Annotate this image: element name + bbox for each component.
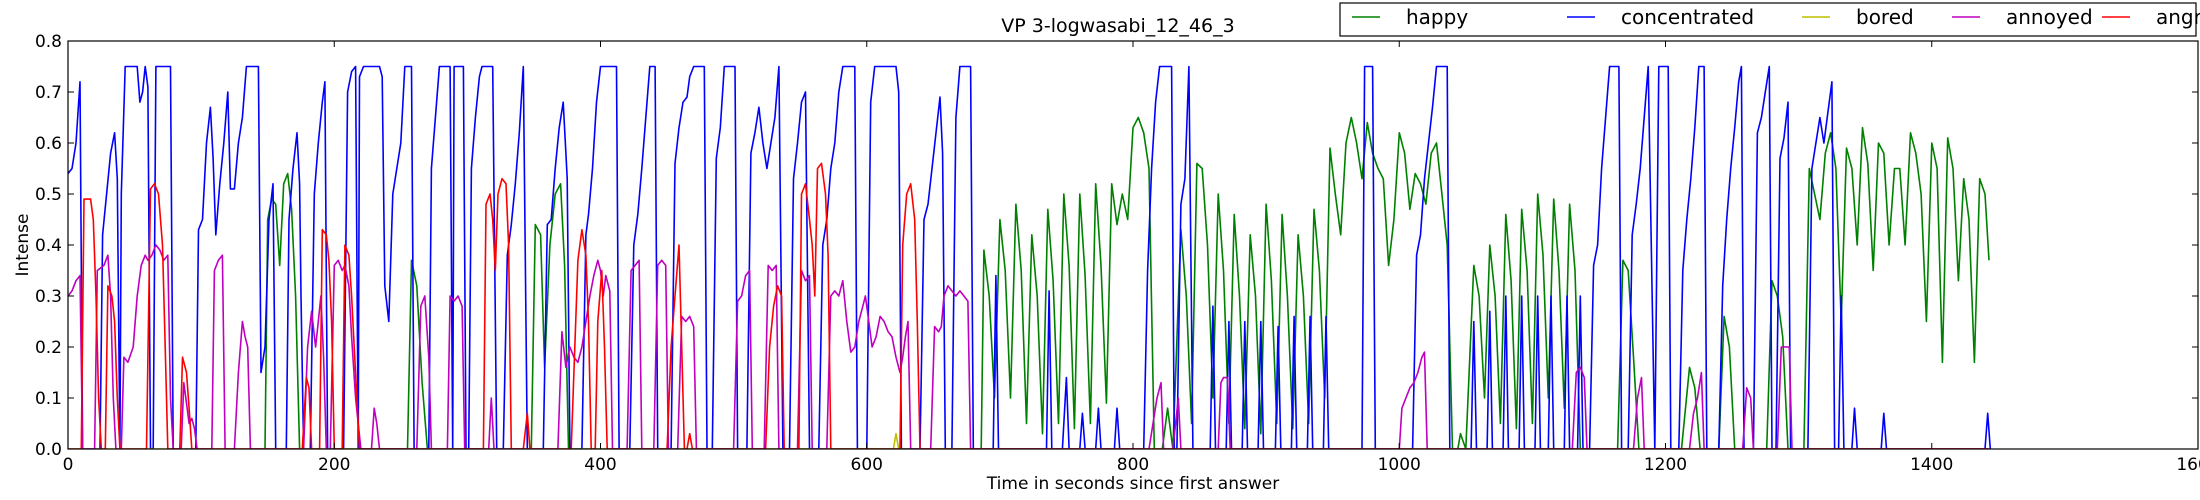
x-tick-label: 1400 bbox=[1910, 455, 1953, 475]
legend-label-happy: happy bbox=[1406, 5, 1468, 29]
series-layer bbox=[68, 65, 1992, 449]
x-tick-label: 1200 bbox=[1644, 455, 1687, 475]
y-tick-label: 0.1 bbox=[35, 389, 62, 409]
legend-label-annoyed: annoyed bbox=[2006, 5, 2093, 29]
legend: happy concentrated bored annoyed angry bbox=[1339, 2, 2200, 37]
series-line-happy bbox=[264, 116, 1990, 449]
y-tick-label: 0.5 bbox=[35, 185, 62, 205]
y-tick-label: 0.0 bbox=[35, 440, 62, 460]
y-tick-label: 0.4 bbox=[35, 236, 62, 256]
x-tick-label: 1600 bbox=[2176, 455, 2200, 475]
x-tick-label: 800 bbox=[1117, 455, 1149, 475]
y-tick-label: 0.8 bbox=[35, 32, 62, 52]
y-axis: 0.0 0.1 0.2 0.3 0.4 0.5 0.6 0.7 0.8 bbox=[35, 32, 2198, 460]
x-tick-label: 400 bbox=[584, 455, 616, 475]
x-tick-label: 200 bbox=[318, 455, 350, 475]
series-line-bored bbox=[68, 432, 1989, 449]
x-tick-label: 600 bbox=[851, 455, 883, 475]
series-line-annoyed bbox=[68, 244, 1989, 449]
legend-label-angry: angry bbox=[2156, 5, 2200, 29]
x-axis: 0 200 400 600 800 1000 1200 1400 1600 bbox=[63, 41, 2200, 475]
x-tick-label: 1000 bbox=[1378, 455, 1421, 475]
legend-label-bored: bored bbox=[1856, 5, 1914, 29]
y-tick-label: 0.7 bbox=[35, 83, 62, 103]
y-tick-label: 0.2 bbox=[35, 338, 62, 358]
series-line-angry bbox=[68, 162, 1989, 449]
series-line-concentrated bbox=[68, 65, 1992, 449]
x-axis-label: Time in seconds since first answer bbox=[986, 474, 1279, 494]
y-tick-label: 0.6 bbox=[35, 134, 62, 154]
y-tick-label: 0.3 bbox=[35, 287, 62, 307]
x-tick-label: 0 bbox=[63, 455, 74, 475]
plot-area bbox=[68, 41, 2198, 449]
legend-box bbox=[1339, 2, 2197, 37]
chart-title: VP 3-logwasabi_12_46_3 bbox=[1001, 15, 1234, 37]
y-axis-label: Intense bbox=[13, 213, 33, 276]
legend-label-concentrated: concentrated bbox=[1621, 5, 1754, 29]
